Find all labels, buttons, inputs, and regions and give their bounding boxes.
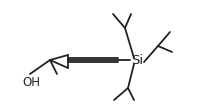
Text: Si: Si [131, 54, 143, 67]
Text: OH: OH [22, 75, 40, 88]
